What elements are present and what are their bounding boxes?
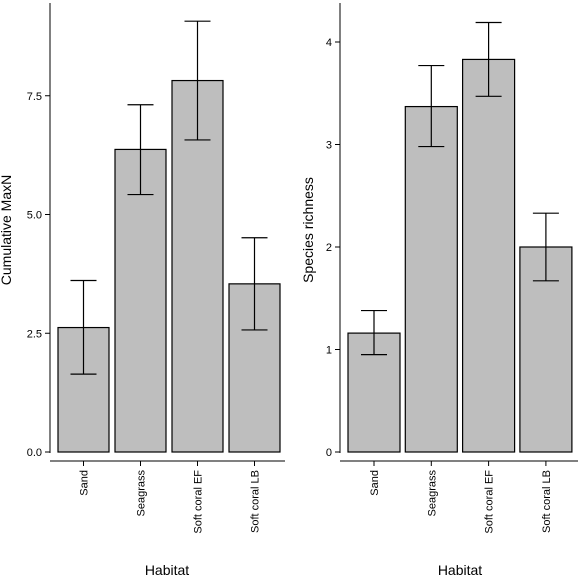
y-tick-label: 4 (326, 37, 332, 49)
error-bar (532, 212, 559, 282)
x-tick-label: Sand (79, 470, 91, 496)
x-axis-title: Habitat (438, 562, 482, 578)
y-tick-label: 2 (326, 242, 332, 254)
bar-seagrass (404, 105, 458, 453)
error-bar (475, 21, 502, 97)
x-tick-label: Soft coral EF (193, 470, 205, 534)
x-tick-label: Soft coral LB (250, 470, 262, 533)
bar-seagrass (114, 148, 167, 453)
bars-group (57, 79, 281, 453)
y-tick-label: 7.5 (27, 91, 42, 103)
y-ticks-group: 0 1 2 3 4 (326, 37, 340, 459)
y-tick-label: 5.0 (27, 210, 42, 222)
x-tick-label: Soft coral EF (484, 470, 496, 534)
x-tick-label: Seagrass (136, 470, 148, 517)
y-tick-label: 1 (326, 345, 332, 357)
error-bar (241, 237, 268, 331)
y-tick-label: 3 (326, 140, 332, 152)
x-ticks-group: Sand Seagrass Soft coral EF Soft coral LB (369, 461, 553, 534)
y-axis-title: Cumulative MaxN (0, 175, 14, 285)
bar-soft-coral-ef (462, 58, 516, 453)
error-bar (418, 64, 445, 148)
x-ticks-group: Sand Seagrass Soft coral EF Soft coral LB (79, 461, 262, 534)
bars-group (347, 58, 573, 453)
error-bar (184, 20, 211, 141)
y-ticks-group: 0.0 2.5 5.0 7.5 (27, 91, 50, 459)
y-tick-label: 0.0 (27, 447, 42, 459)
panel-species-richness: 0 1 2 3 4 Sand Seagrass Soft coral EF Soft cora… (300, 3, 578, 578)
y-tick-label: 0 (326, 447, 332, 459)
y-axis-title: Species richness (300, 177, 316, 283)
errorbars-group (361, 21, 559, 356)
x-tick-label: Sand (369, 470, 381, 496)
error-bar (361, 309, 387, 356)
error-bar (127, 104, 154, 196)
error-bar (70, 279, 97, 375)
y-tick-label: 2.5 (27, 328, 42, 340)
panel-cumulative-maxn: 0.0 2.5 5.0 7.5 Sand Seagrass Soft coral EF So… (0, 3, 285, 578)
x-axis-title: Habitat (145, 562, 189, 578)
errorbars-group (70, 20, 268, 375)
x-tick-label: Soft coral LB (541, 470, 553, 533)
x-tick-label: Seagrass (426, 470, 438, 517)
